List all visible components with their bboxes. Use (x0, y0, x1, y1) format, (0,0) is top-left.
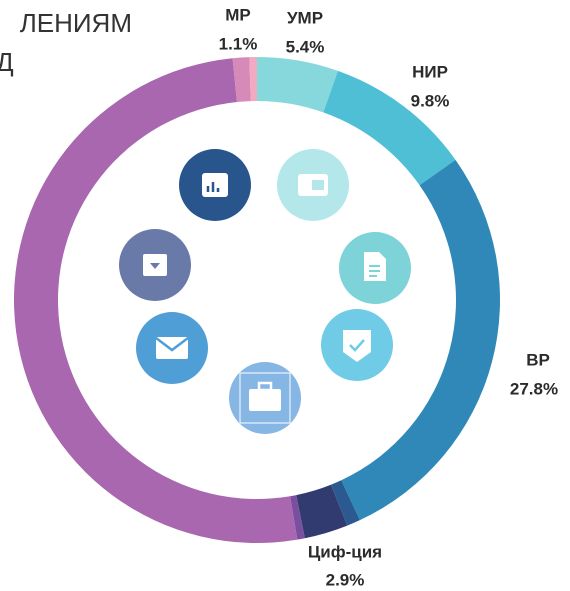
donut-segment (232, 57, 251, 103)
donut-segment (341, 159, 500, 521)
category-label: НИР (412, 62, 448, 81)
donut-segment (330, 480, 360, 526)
category-label: МР (225, 5, 251, 24)
icon (257, 381, 273, 392)
value-label: 27.8% (510, 379, 558, 398)
category-label: УМР (287, 8, 323, 27)
icon (249, 389, 281, 411)
icon (349, 339, 365, 352)
title-line: ЛЕНИЯМ (20, 8, 132, 38)
icon (312, 180, 324, 190)
value-label: 1.1% (219, 34, 258, 53)
icon (239, 372, 291, 424)
category-label: Циф-ция (308, 542, 382, 561)
value-label: 2.9% (326, 570, 365, 589)
title-line: Д (0, 47, 14, 77)
icon (155, 337, 189, 352)
category-label: ВР (526, 350, 550, 369)
donut-segment (257, 57, 338, 113)
donut-segment (249, 57, 257, 102)
icon (206, 182, 220, 192)
donut-segment (290, 495, 305, 540)
value-label: 9.8% (411, 91, 450, 110)
donut-segment (13, 58, 298, 544)
donut (13, 57, 500, 544)
icons (119, 149, 411, 434)
donut-segment (296, 484, 348, 539)
value-label: 5.4% (286, 37, 325, 56)
icon (202, 173, 228, 197)
donut-segment (323, 70, 456, 186)
icon (150, 263, 160, 269)
icon (369, 265, 380, 277)
